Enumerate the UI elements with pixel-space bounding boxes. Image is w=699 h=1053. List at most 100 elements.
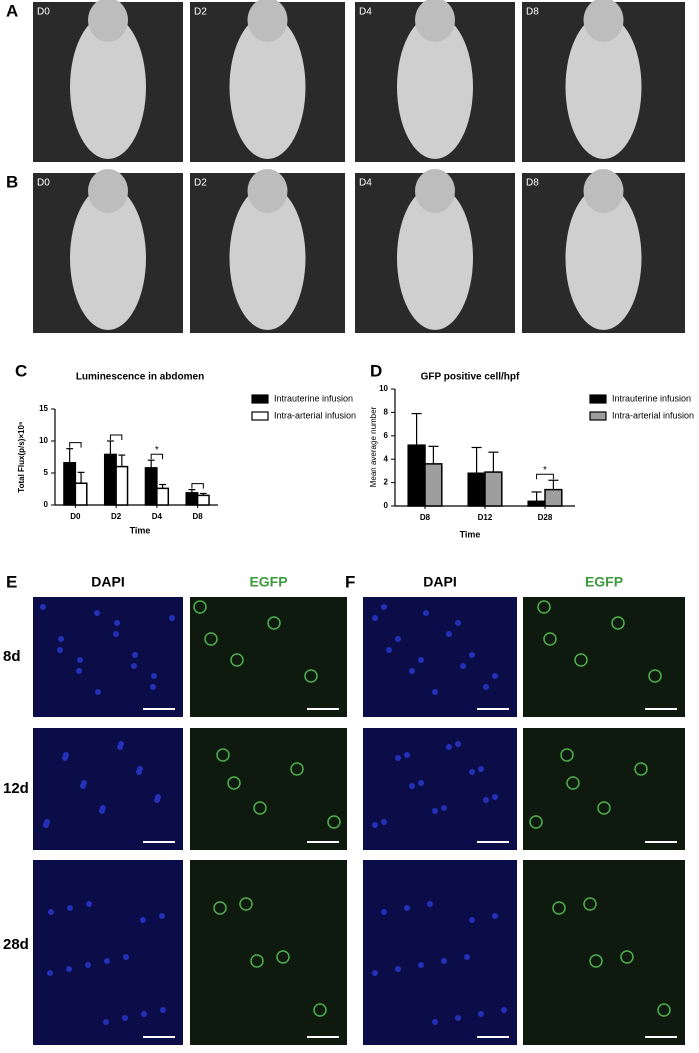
x-axis-label: Time: [460, 529, 481, 539]
nucleus: [455, 620, 461, 626]
legend-label: Intra-arterial infusion: [612, 410, 694, 420]
nucleus: [432, 808, 438, 814]
egfp-cell: [290, 762, 304, 776]
chart-title: GFP positive cell/hpf: [421, 372, 520, 383]
bar: [407, 444, 426, 507]
micrograph: [190, 860, 347, 1045]
nucleus: [141, 1011, 147, 1017]
nucleus: [441, 805, 447, 811]
y-axis-label: Total Flux(p/s)×10⁵: [17, 421, 26, 493]
egfp-cell: [560, 748, 574, 762]
y-axis-label: Mean average number: [369, 406, 378, 487]
legend-label: Intrauterine infusion: [612, 393, 691, 403]
bar: [144, 467, 158, 506]
micrograph: [190, 597, 347, 717]
nucleus: [80, 783, 86, 789]
nucleus: [418, 657, 424, 663]
significance-bracket: [536, 473, 554, 480]
egfp-cell: [267, 616, 281, 630]
nucleus: [169, 615, 175, 621]
micrograph: [363, 728, 517, 850]
photo-label: D4: [359, 178, 372, 189]
egfp-cell: [657, 1003, 671, 1017]
nucleus: [140, 917, 146, 923]
micrograph: [33, 860, 183, 1045]
egfp-cell: [648, 669, 662, 683]
nucleus: [62, 755, 68, 761]
egfp-cell: [574, 653, 588, 667]
nucleus: [94, 610, 100, 616]
egfp-cell: [204, 632, 218, 646]
photo-label: D4: [359, 7, 372, 18]
rat-body: [565, 186, 642, 330]
egfp-cell: [566, 776, 580, 790]
nucleus: [478, 766, 484, 772]
nucleus: [395, 966, 401, 972]
bar: [467, 472, 486, 507]
nucleus: [432, 1019, 438, 1025]
rat-body: [397, 15, 473, 159]
nucleus: [67, 905, 73, 911]
nucleus: [86, 901, 92, 907]
nucleus: [423, 610, 429, 616]
legend-swatch: [589, 411, 607, 421]
nucleus: [464, 954, 470, 960]
nucleus: [478, 1011, 484, 1017]
rat-body: [70, 186, 146, 330]
panel-letter: B: [6, 172, 18, 191]
nucleus: [409, 783, 415, 789]
bar: [196, 494, 210, 506]
nucleus: [85, 962, 91, 968]
nucleus: [77, 657, 83, 663]
rat-body: [397, 186, 473, 330]
egfp-cell: [583, 897, 597, 911]
nucleus: [76, 668, 82, 674]
nucleus: [150, 684, 156, 690]
x-tick-label: D28: [538, 513, 553, 522]
legend-swatch: [589, 394, 607, 404]
bar: [544, 488, 563, 507]
nucleus: [492, 794, 498, 800]
egfp-cell: [589, 954, 603, 968]
nucleus: [455, 741, 461, 747]
rat-body: [229, 186, 306, 330]
rat-head: [88, 169, 128, 213]
y-tick-label: 8: [384, 408, 389, 417]
nucleus: [395, 636, 401, 642]
nucleus: [372, 970, 378, 976]
egfp-cell: [634, 762, 648, 776]
micrograph: [523, 597, 685, 717]
legend-swatch: [251, 411, 269, 421]
photo-label: D0: [37, 7, 50, 18]
legend-swatch: [251, 394, 269, 404]
nucleus: [455, 1015, 461, 1021]
photo-label: D2: [194, 7, 207, 18]
egfp-cell: [227, 776, 241, 790]
egfp-cell: [552, 901, 566, 915]
nucleus: [501, 1007, 507, 1013]
column-header: EGFP: [585, 574, 623, 590]
nucleus: [48, 909, 54, 915]
bar: [74, 482, 88, 506]
egfp-cell: [529, 815, 543, 829]
rat-body: [229, 15, 306, 159]
x-tick-label: D12: [478, 513, 493, 522]
micrograph: [33, 728, 183, 850]
rat-body: [565, 15, 642, 159]
row-label: 28d: [3, 936, 29, 953]
micrograph: [523, 860, 685, 1045]
nucleus: [386, 647, 392, 653]
nucleus: [154, 797, 160, 803]
rat-head: [583, 0, 624, 42]
micrograph: [190, 728, 347, 850]
nucleus: [40, 604, 46, 610]
panel-letter: D: [370, 361, 382, 380]
bar: [484, 471, 503, 507]
y-tick-label: 6: [384, 431, 389, 440]
nucleus: [123, 954, 129, 960]
egfp-cell: [213, 901, 227, 915]
bar: [103, 453, 117, 506]
nucleus: [136, 769, 142, 775]
panel-letter: C: [15, 361, 27, 380]
nucleus: [95, 689, 101, 695]
